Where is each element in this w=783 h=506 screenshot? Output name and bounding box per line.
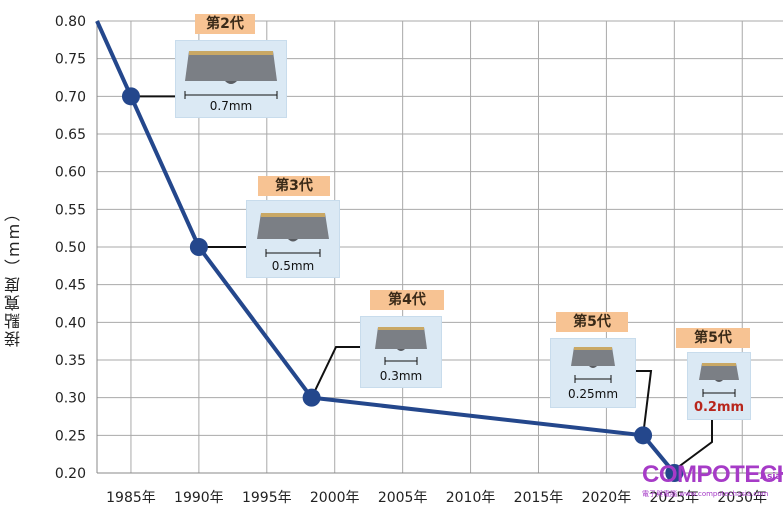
data-point <box>189 238 208 256</box>
width-label: 0.7mm <box>209 99 253 113</box>
contact-chip-icon <box>185 51 277 84</box>
y-tick-label: 0.65 <box>55 127 86 143</box>
contact-card-0-7mm: 0.7mm <box>175 40 287 118</box>
y-tick-label: 0.25 <box>55 428 86 444</box>
width-label: 0.5mm <box>271 259 315 273</box>
data-point <box>634 426 653 445</box>
data-point <box>302 388 321 407</box>
generation-tag-5-latest: 第5代 <box>676 328 750 348</box>
dimension-arrow <box>384 357 418 365</box>
x-tick-label: 2005年 <box>378 490 428 506</box>
contact-card-0-25mm: 0.25mm <box>550 338 636 408</box>
y-tick-label: 0.55 <box>55 202 86 218</box>
contact-card-0-2mm: 0.2mm <box>687 352 751 420</box>
contact-chip-icon <box>571 347 615 368</box>
dimension-arrow <box>702 389 736 397</box>
y-tick-label: 0.70 <box>55 89 86 105</box>
x-tick-label: 1995年 <box>242 490 292 506</box>
contact-card-0-5mm: 0.5mm <box>246 200 340 278</box>
x-tick-label: 2025年 <box>650 490 700 506</box>
x-tick-label: 2015年 <box>514 490 564 506</box>
contact-card-0-3mm: 0.3mm <box>360 316 442 388</box>
data-point <box>665 464 684 482</box>
y-tick-label: 0.35 <box>55 353 86 369</box>
width-label-highlight: 0.2mm <box>693 400 745 415</box>
x-tick-label: 2000年 <box>310 490 360 506</box>
y-tick-label: 0.20 <box>55 466 86 482</box>
y-axis-label: 接點寬度（mm） <box>4 203 23 347</box>
x-tick-label: 1985年 <box>106 490 156 506</box>
x-tick-label: 2010年 <box>446 490 496 506</box>
leader-line <box>634 370 653 436</box>
generation-tag-4: 第4代 <box>370 290 444 310</box>
y-tick-label: 0.30 <box>55 391 86 407</box>
y-tick-label: 0.75 <box>55 52 86 68</box>
data-point <box>121 87 140 106</box>
generation-tag-2: 第2代 <box>195 14 255 34</box>
dimension-arrow <box>574 375 612 383</box>
contact-chip-icon <box>257 213 329 242</box>
watermark-logo-text: COMPOTECH <box>642 461 783 488</box>
leader-line <box>310 346 360 399</box>
watermark-asia: Asia <box>760 472 782 482</box>
x-tick-label: 1990年 <box>174 490 224 506</box>
y-tick-label: 0.40 <box>55 315 86 331</box>
contact-chip-icon <box>375 327 427 351</box>
watermark-url: 電子與電腦 www.compotechasia.com <box>642 490 769 498</box>
dimension-arrow <box>265 249 321 257</box>
y-tick-label: 0.50 <box>55 240 86 256</box>
y-tick-label: 0.80 <box>55 14 86 30</box>
dimension-arrow <box>184 91 278 99</box>
leader-line <box>677 418 713 468</box>
compotech-watermark: COMPOTECH Asia 電子與電腦 www.compotechasia.c… <box>642 461 783 502</box>
width-label: 0.3mm <box>379 369 423 383</box>
contact-chip-icon <box>699 363 739 382</box>
width-label: 0.25mm <box>567 387 619 401</box>
generation-tag-3: 第3代 <box>258 176 330 196</box>
y-tick-label: 0.45 <box>55 278 86 294</box>
y-tick-label: 0.60 <box>55 165 86 181</box>
x-tick-label: 2020年 <box>582 490 632 506</box>
generation-tag-5: 第5代 <box>556 312 628 332</box>
x-tick-label: 2030年 <box>717 490 767 506</box>
